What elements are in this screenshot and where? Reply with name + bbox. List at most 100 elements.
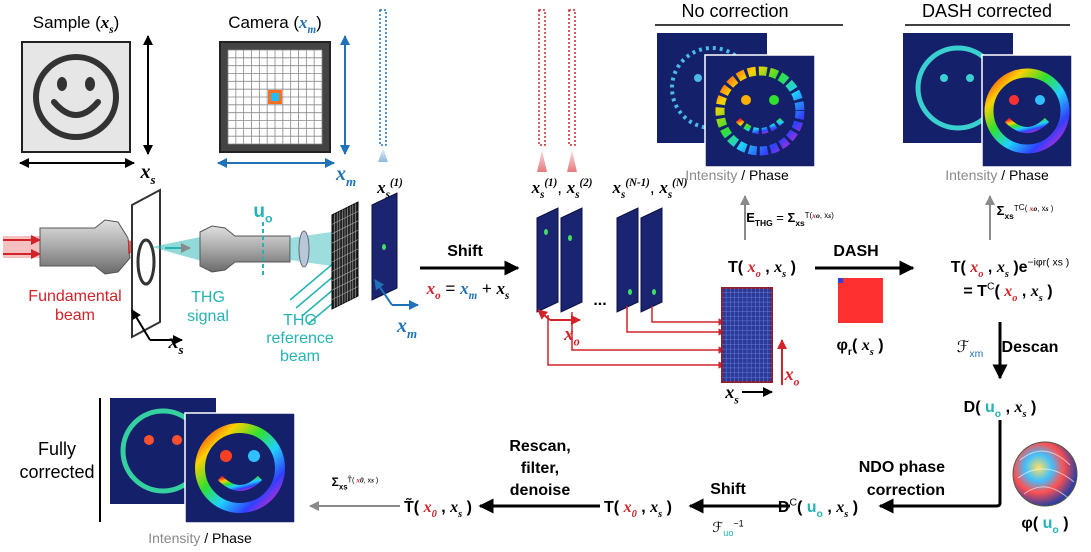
shape	[567, 150, 577, 172]
circle-shape	[1009, 95, 1019, 105]
label: DASH	[833, 243, 878, 260]
pattern-cell	[858, 298, 863, 303]
ellipse-shape	[544, 229, 548, 235]
pattern-cell	[858, 308, 863, 313]
label: ℱxm	[957, 339, 983, 360]
pattern-cell	[848, 308, 853, 313]
label-part: x	[459, 279, 469, 298]
label: beam	[280, 348, 320, 365]
pattern-cell	[863, 308, 868, 313]
pattern-cell	[873, 318, 878, 323]
label-part: s	[504, 290, 509, 302]
label-part: )	[1027, 399, 1037, 416]
label: Fundamental	[28, 288, 121, 305]
pattern-cell	[848, 283, 853, 288]
label: xs(1)	[376, 177, 403, 201]
shape	[378, 148, 388, 162]
shape	[132, 190, 160, 337]
pattern-cell	[873, 278, 878, 283]
label: Shift	[447, 243, 483, 260]
pattern-cell	[868, 298, 873, 303]
label-part: o	[265, 212, 273, 226]
label-part: x	[563, 324, 574, 345]
pattern-cell	[868, 293, 873, 298]
label-part: u	[985, 399, 995, 416]
label-part: (1)	[544, 177, 557, 189]
label-part: φ(	[1021, 515, 1042, 532]
label-part: ,	[761, 259, 774, 276]
label: xs	[167, 331, 183, 357]
label-part: )	[662, 499, 672, 516]
label-part: Intensity	[685, 167, 737, 183]
label-part: )	[374, 475, 378, 484]
pattern-cell	[843, 308, 848, 313]
label-part: No correction	[681, 1, 788, 21]
label: reference	[266, 330, 334, 347]
label: = TC( xo , xs )	[963, 282, 1052, 304]
label: ΣxsTC( xo, xs )	[997, 202, 1054, 221]
label-part: −iφ	[1028, 258, 1043, 269]
label-part: )	[1059, 515, 1069, 532]
shape	[617, 208, 638, 312]
label-part: )	[1043, 283, 1053, 300]
label-part: Intensity	[945, 167, 997, 183]
label-part: NDO phase	[859, 459, 945, 476]
pattern-cell	[838, 278, 843, 283]
label-part: filter,	[521, 460, 559, 477]
label: ΣxsT̃( x0, xs )	[332, 475, 379, 492]
label-part: o	[574, 335, 580, 349]
label-part: (	[994, 283, 1004, 300]
label-part: x	[784, 364, 794, 384]
pattern-cell	[863, 278, 868, 283]
label-part: =	[773, 210, 788, 225]
label-part: x	[1013, 399, 1022, 416]
pattern-cell	[863, 298, 868, 303]
ellipse-shape	[568, 235, 572, 241]
no-correction-images	[655, 25, 843, 167]
body: { "labels": { "sample_label": ["Sample (…	[0, 0, 1091, 552]
rect-shape	[569, 10, 575, 145]
circle-shape	[1035, 95, 1045, 105]
label-part: / Phase	[997, 167, 1049, 183]
label-part: (1)	[390, 177, 403, 189]
pattern-cell	[848, 318, 853, 323]
label: denoise	[510, 482, 571, 499]
shape	[40, 220, 130, 274]
pattern-cell	[848, 288, 853, 293]
pattern-cell	[858, 318, 863, 323]
label-part: Shift	[710, 481, 746, 498]
label-part: x	[1030, 283, 1039, 300]
label-part: Sample (	[33, 13, 101, 32]
label-part: s	[733, 393, 739, 406]
label-part: =	[441, 279, 460, 298]
label-part: m	[975, 349, 984, 360]
label-part: ,	[650, 178, 659, 197]
label: THG	[191, 289, 225, 306]
label-part: D	[778, 499, 790, 516]
label-part: correction	[867, 482, 945, 499]
label-part: x	[649, 499, 658, 516]
label-part: m	[346, 174, 356, 189]
label: Camera (xm)	[228, 13, 322, 36]
label-part: )	[114, 13, 120, 32]
pattern-cell	[873, 293, 878, 298]
pattern-cell	[868, 318, 873, 323]
rect-shape	[271, 93, 279, 101]
label-part: x	[996, 259, 1005, 276]
label-part: s	[620, 189, 625, 201]
label-part: ...	[593, 292, 606, 309]
pattern-cell	[843, 288, 848, 293]
rect-shape	[539, 10, 545, 145]
pattern-cell	[878, 308, 883, 313]
label: filter,	[521, 460, 559, 477]
label-part: (N-1)	[625, 177, 650, 189]
label-part: T(	[728, 259, 748, 276]
ellipse-shape	[57, 77, 67, 91]
ellipse-shape	[628, 289, 632, 295]
label-part: T̃(	[348, 475, 357, 484]
label: xo	[563, 324, 580, 349]
label-part: )e	[1009, 259, 1028, 276]
shape	[652, 306, 725, 322]
camera-panel	[218, 36, 345, 163]
pattern-cell	[858, 313, 863, 318]
